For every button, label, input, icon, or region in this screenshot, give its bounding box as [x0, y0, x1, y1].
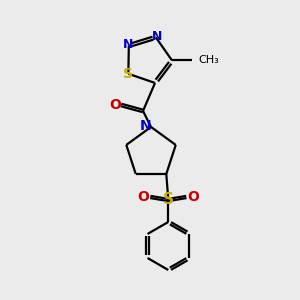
Text: O: O — [188, 190, 199, 204]
Text: CH₃: CH₃ — [198, 56, 219, 65]
Text: N: N — [140, 119, 152, 133]
Text: O: O — [137, 190, 149, 204]
Text: O: O — [109, 98, 121, 112]
Text: N: N — [152, 30, 162, 43]
Text: S: S — [123, 67, 133, 81]
Text: S: S — [163, 193, 174, 208]
Text: N: N — [123, 38, 133, 51]
